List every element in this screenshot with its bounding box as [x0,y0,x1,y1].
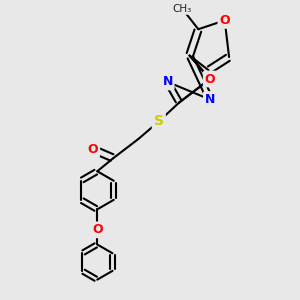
Text: O: O [205,73,215,85]
Text: O: O [219,14,230,27]
Text: O: O [92,224,103,236]
Text: CH₃: CH₃ [172,4,192,14]
Text: S: S [154,115,164,128]
Text: N: N [205,93,215,106]
Text: N: N [162,75,173,88]
Text: O: O [88,143,98,156]
